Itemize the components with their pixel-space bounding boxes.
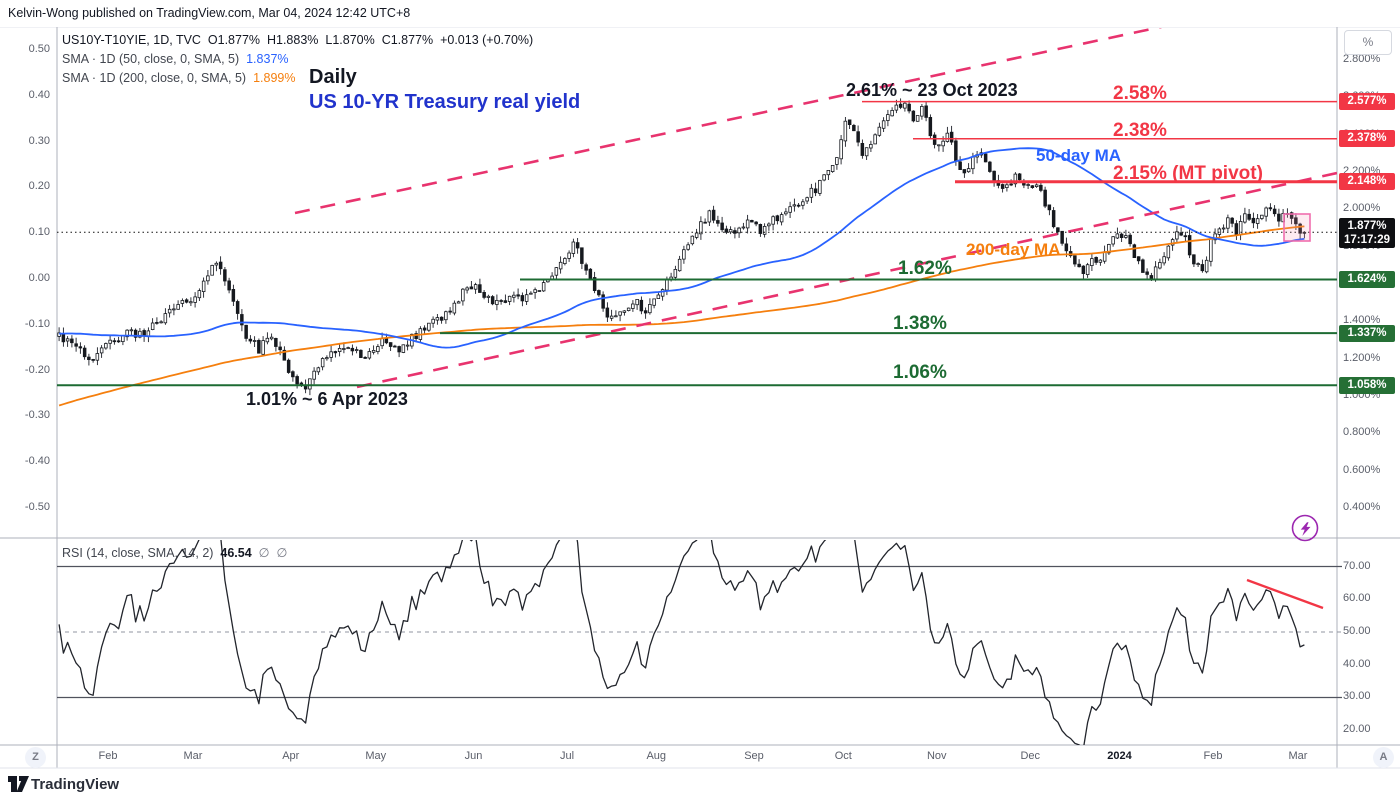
annotation-pivot-215: 2.15% (MT pivot) — [1113, 163, 1263, 184]
symbol-title: US10Y-T10YIE, 1D, TVC — [62, 33, 201, 47]
rsi-value: 46.54 — [220, 546, 252, 560]
rsi-label: RSI (14, close, SMA, 14, 2) — [62, 546, 214, 560]
flash-circle — [1291, 514, 1319, 542]
rsi-hidden-value-icon: ∅ — [258, 546, 270, 560]
sma200-value: 1.899% — [253, 71, 296, 85]
tradingview-brand[interactable]: TradingView — [31, 776, 120, 793]
sma50-label: SMA · 1D (50, close, 0, SMA, 5) — [62, 52, 240, 66]
flash-idea-button[interactable] — [1290, 513, 1320, 543]
rsi-hidden-value-icon: ∅ — [276, 546, 288, 560]
attribution-bar: Kelvin-Wong published on TradingView.com… — [0, 0, 1400, 27]
timezone-z-button[interactable]: Z — [25, 747, 46, 768]
annotation-resistance-238: 2.38% — [1113, 120, 1167, 141]
annotation-resistance-258: 2.58% — [1113, 83, 1167, 104]
annotation-support-106: 1.06% — [893, 362, 947, 383]
rsi-legend[interactable]: RSI (14, close, SMA, 14, 2) 46.54 ∅ ∅ — [62, 545, 287, 560]
sma200-label: SMA · 1D (200, close, 0, SMA, 5) — [62, 71, 247, 85]
sma50-value: 1.837% — [246, 52, 289, 66]
ohlc-low: L1.870% — [325, 33, 375, 47]
ohlc-high: H1.883% — [266, 33, 319, 47]
symbol-legend-row: US10Y-T10YIE, 1D, TVC O1.877% H1.883% L1… — [62, 31, 533, 50]
lightning-icon — [1300, 522, 1311, 536]
annotation-low: 1.01% ~ 6 Apr 2023 — [246, 389, 408, 409]
footer-bar: TradingView — [0, 769, 1400, 802]
sma200-legend-row: SMA · 1D (200, close, 0, SMA, 5) 1.899% — [62, 69, 533, 88]
annotation-ma50: 50-day MA — [1036, 146, 1122, 165]
tradingview-logo-icon[interactable] — [8, 775, 30, 793]
annotation-ma200: 200-day MA — [966, 240, 1061, 259]
annotation-title: US 10-YR Treasury real yield — [309, 91, 581, 113]
attribution-text: Kelvin-Wong published on TradingView.com… — [8, 6, 411, 20]
ohlc-change: +0.013 (+0.70%) — [440, 33, 534, 47]
annotation-support-162: 1.62% — [898, 258, 952, 279]
annotation-peak: 2.61% ~ 23 Oct 2023 — [846, 80, 1018, 100]
main-legend[interactable]: US10Y-T10YIE, 1D, TVC O1.877% H1.883% L1… — [62, 31, 533, 88]
annotation-support-138: 1.38% — [893, 313, 947, 334]
annotation-daily: Daily — [309, 66, 357, 88]
sma50-legend-row: SMA · 1D (50, close, 0, SMA, 5) 1.837% — [62, 50, 533, 69]
ohlc-close: C1.877% — [381, 33, 434, 47]
auto-scale-button[interactable]: A — [1373, 747, 1394, 768]
percent-scale-button[interactable]: % — [1344, 30, 1392, 55]
ohlc-open: O1.877% — [207, 33, 261, 47]
